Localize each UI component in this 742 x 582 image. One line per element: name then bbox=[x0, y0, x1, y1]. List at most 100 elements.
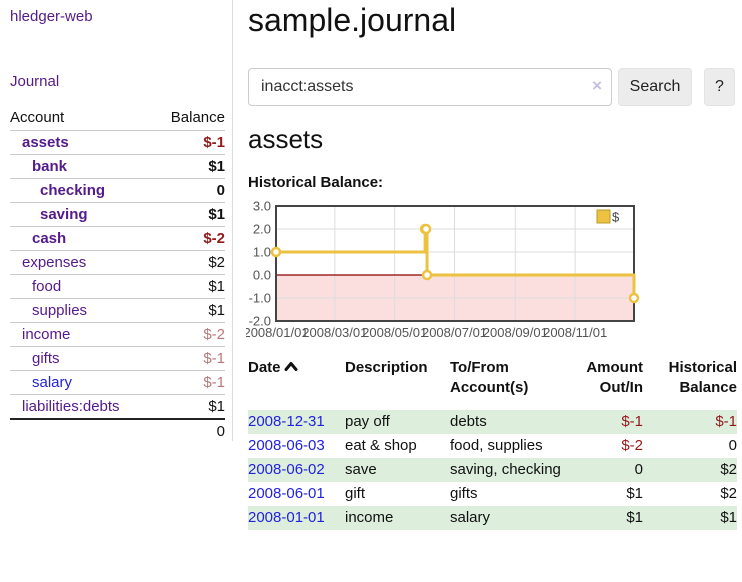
transaction-description: gift bbox=[345, 485, 366, 502]
register-row: 2008-06-02 save saving, checking 0 $2 bbox=[248, 458, 737, 482]
account-link-cash[interactable]: cash bbox=[32, 230, 67, 247]
search-form: × Search ? bbox=[248, 68, 737, 106]
account-heading: assets bbox=[248, 124, 324, 154]
transaction-description: income bbox=[345, 509, 394, 526]
account-balance: $1 bbox=[153, 394, 225, 419]
account-link-supplies[interactable]: supplies bbox=[32, 302, 88, 319]
register-table: Date Description To/From Account(s) Amou… bbox=[248, 358, 737, 530]
transaction-accounts: food, supplies bbox=[450, 437, 543, 454]
transaction-date-link[interactable]: 2008-06-02 bbox=[248, 461, 325, 478]
account-row: saving $1 bbox=[10, 202, 225, 227]
chart-box: 3.0 2.0 1.0 0.0 -1.0 -2.0 2008/01/01 2008/03/01… bbox=[243, 199, 646, 353]
account-row: food $1 bbox=[10, 274, 225, 299]
register-row: 2008-06-03 eat & shop food, supplies $-2… bbox=[248, 434, 737, 458]
search-button[interactable]: Search bbox=[618, 68, 692, 106]
search-input[interactable] bbox=[248, 68, 612, 106]
svg-text:2008/05/01: 2008/05/01 bbox=[362, 325, 427, 340]
transaction-balance: $1 bbox=[720, 509, 737, 526]
transaction-balance: $2 bbox=[720, 461, 737, 478]
account-link-income[interactable]: income bbox=[22, 326, 71, 343]
historical-balance-chart: 3.0 2.0 1.0 0.0 -1.0 -2.02008/01/012008/03/01… bbox=[243, 199, 640, 340]
help-button[interactable]: ? bbox=[704, 68, 735, 106]
transaction-date-link[interactable]: 2008-12-31 bbox=[248, 413, 325, 430]
svg-text:2008/09/01: 2008/09/01 bbox=[483, 325, 548, 340]
account-balance: $1 bbox=[153, 202, 225, 227]
transaction-description: eat & shop bbox=[345, 437, 417, 454]
transaction-date-link[interactable]: 2008-01-01 bbox=[248, 509, 325, 526]
transaction-description: pay off bbox=[345, 413, 390, 430]
account-balance: $-1 bbox=[153, 370, 225, 395]
transaction-amount: 0 bbox=[634, 461, 643, 478]
svg-text:0.0: 0.0 bbox=[253, 268, 271, 283]
svg-text:2008/03/01: 2008/03/01 bbox=[302, 325, 367, 340]
register-row: 2008-01-01 income salary $1 $1 bbox=[248, 506, 737, 530]
account-balance: $-2 bbox=[153, 226, 225, 251]
accounts-header-balance: Balance bbox=[170, 109, 225, 126]
transaction-date-link[interactable]: 2008-06-01 bbox=[248, 485, 325, 502]
transaction-amount: $-1 bbox=[621, 413, 643, 430]
transaction-accounts: gifts bbox=[450, 485, 478, 502]
account-link-salary[interactable]: salary bbox=[32, 374, 73, 391]
register-header-description: Description bbox=[345, 359, 428, 376]
svg-text:2008/11/01: 2008/11/01 bbox=[543, 325, 607, 340]
app-title-link[interactable]: hledger-web bbox=[10, 8, 93, 25]
svg-text:3.0: 3.0 bbox=[253, 200, 271, 214]
svg-text:2008/01/01: 2008/01/01 bbox=[246, 325, 309, 340]
sidebar-item-journal[interactable]: Journal bbox=[10, 73, 60, 90]
transaction-balance: 0 bbox=[728, 437, 737, 454]
account-balance: $1 bbox=[153, 274, 225, 299]
account-link-expenses[interactable]: expenses bbox=[22, 254, 87, 271]
account-balance: $-2 bbox=[153, 322, 225, 347]
transaction-date-link[interactable]: 2008-06-03 bbox=[248, 437, 325, 454]
account-row: gifts $-1 bbox=[10, 346, 225, 371]
svg-text:2008/07/01: 2008/07/01 bbox=[422, 325, 487, 340]
account-link-gifts[interactable]: gifts bbox=[32, 350, 60, 367]
account-link-checking[interactable]: checking bbox=[40, 182, 106, 199]
register-row: 2008-06-01 gift gifts $1 $2 bbox=[248, 482, 737, 506]
svg-text:-1.0: -1.0 bbox=[249, 291, 271, 306]
account-balance: $1 bbox=[153, 298, 225, 323]
clear-search-icon[interactable]: × bbox=[592, 76, 602, 95]
accounts-table: Account Balance assets $-1 bank $1 checkin… bbox=[10, 106, 225, 443]
account-link-food[interactable]: food bbox=[32, 278, 62, 295]
svg-text:$: $ bbox=[612, 210, 620, 225]
register-header-balance: Historical Balance bbox=[668, 359, 737, 396]
register-header-date[interactable]: Date bbox=[248, 358, 345, 410]
account-row: expenses $2 bbox=[10, 250, 225, 275]
register-header-amount: Amount Out/In bbox=[586, 359, 643, 396]
account-row: checking 0 bbox=[10, 178, 225, 203]
page-title: sample.journal bbox=[248, 2, 457, 38]
account-row: liabilities:debts $1 bbox=[10, 394, 225, 419]
account-row: cash $-2 bbox=[10, 226, 225, 251]
account-balance: $-1 bbox=[153, 346, 225, 371]
transaction-balance: $2 bbox=[720, 485, 737, 502]
account-balance: $-1 bbox=[153, 130, 225, 155]
sort-ascending-icon bbox=[284, 358, 298, 371]
transaction-accounts: debts bbox=[450, 413, 487, 430]
account-link-assets[interactable]: assets bbox=[22, 134, 69, 151]
transaction-amount: $1 bbox=[626, 485, 643, 502]
search-input-wrap: × bbox=[248, 68, 612, 106]
account-row: bank $1 bbox=[10, 154, 225, 179]
transaction-description: save bbox=[345, 461, 377, 478]
transaction-amount: $-2 bbox=[621, 437, 643, 454]
account-link-bank[interactable]: bank bbox=[32, 158, 68, 175]
svg-text:1.0: 1.0 bbox=[253, 245, 271, 260]
accounts-total: 0 bbox=[153, 418, 225, 443]
account-link-saving[interactable]: saving bbox=[40, 206, 88, 223]
register-header-accounts: To/From Account(s) bbox=[450, 359, 529, 396]
transaction-balance: $-1 bbox=[715, 413, 737, 430]
transaction-accounts: salary bbox=[450, 509, 491, 526]
accounts-header-account: Account bbox=[10, 109, 65, 126]
account-link-liabilities-debts[interactable]: liabilities:debts bbox=[22, 398, 120, 415]
svg-text:-2.0: -2.0 bbox=[249, 314, 271, 329]
accounts-total-row: 0 bbox=[10, 418, 225, 443]
account-row: salary $-1 bbox=[10, 370, 225, 395]
svg-text:2.0: 2.0 bbox=[253, 222, 271, 237]
chart-title: Historical Balance: bbox=[248, 174, 384, 191]
transaction-accounts: saving, checking bbox=[450, 461, 561, 478]
account-row: assets $-1 bbox=[10, 130, 225, 155]
register-row: 2008-12-31 pay off debts $-1 $-1 bbox=[248, 410, 737, 434]
account-balance: 0 bbox=[153, 178, 225, 203]
